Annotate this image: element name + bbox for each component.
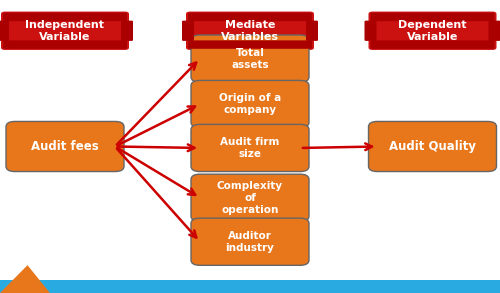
FancyBboxPatch shape [306,21,318,41]
FancyBboxPatch shape [368,11,496,50]
FancyBboxPatch shape [186,11,314,50]
FancyBboxPatch shape [182,21,194,41]
FancyBboxPatch shape [191,174,309,222]
FancyBboxPatch shape [191,124,309,172]
FancyBboxPatch shape [3,13,127,21]
Text: Audit fees: Audit fees [31,140,99,153]
FancyBboxPatch shape [121,21,133,41]
Text: Dependent
Variable: Dependent Variable [398,20,467,42]
Text: Total
assets: Total assets [231,47,269,70]
FancyBboxPatch shape [191,35,309,82]
FancyBboxPatch shape [188,13,312,21]
FancyBboxPatch shape [6,121,124,172]
FancyBboxPatch shape [364,21,376,41]
FancyBboxPatch shape [0,21,9,41]
FancyBboxPatch shape [370,40,494,49]
Text: Independent
Variable: Independent Variable [26,20,104,42]
Text: Audit firm
size: Audit firm size [220,137,280,159]
FancyBboxPatch shape [3,40,127,49]
FancyBboxPatch shape [368,121,496,172]
FancyBboxPatch shape [188,40,312,49]
Text: Origin of a
company: Origin of a company [219,93,281,115]
Bar [0,280,500,293]
Text: Mediate
Variables: Mediate Variables [221,20,279,42]
FancyBboxPatch shape [191,80,309,128]
FancyBboxPatch shape [1,11,129,50]
FancyBboxPatch shape [488,21,500,41]
Text: Audit Quality: Audit Quality [389,140,476,153]
Text: Complexity
of
operation: Complexity of operation [217,181,283,215]
FancyBboxPatch shape [191,218,309,265]
FancyBboxPatch shape [370,13,494,21]
Polygon shape [0,265,50,293]
Text: Auditor
industry: Auditor industry [226,231,274,253]
